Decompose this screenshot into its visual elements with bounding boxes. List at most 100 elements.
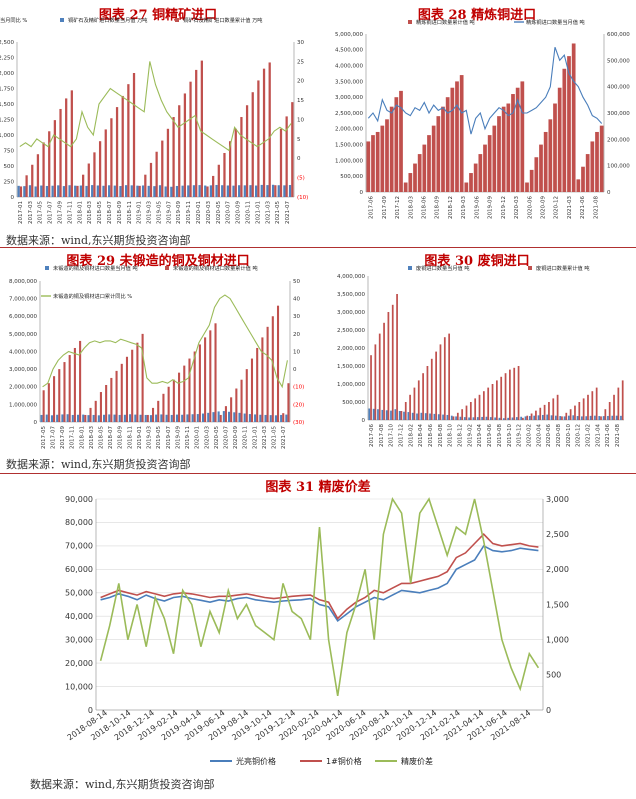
bar bbox=[509, 369, 511, 420]
bar bbox=[478, 394, 481, 420]
y-tick-label-left: 8,000,000 bbox=[9, 279, 37, 285]
bar bbox=[212, 175, 215, 197]
bar bbox=[413, 387, 416, 420]
bar bbox=[496, 380, 498, 420]
x-tick-label: 2019-04 bbox=[477, 424, 483, 447]
x-tick-label: 2021-07 bbox=[285, 201, 291, 224]
bar bbox=[274, 185, 277, 197]
x-tick-label: 2018-10 bbox=[448, 424, 454, 447]
bar bbox=[585, 154, 590, 192]
y-tick-label-left: 90,000 bbox=[65, 495, 93, 504]
x-tick-label: 2018-05 bbox=[99, 426, 105, 449]
bar bbox=[366, 141, 371, 192]
bar bbox=[50, 415, 54, 422]
y-tick-label-left: 70,000 bbox=[65, 542, 93, 551]
x-tick-label: 2020-03 bbox=[206, 201, 212, 224]
bar bbox=[141, 185, 145, 197]
y-tick-label-left: 6,000,000 bbox=[9, 314, 37, 320]
chart-fig31: 0 10,000 20,000 30,000 40,000 50,000 60,000 70,… bbox=[65, 495, 569, 766]
x-tick-label: 2017-05 bbox=[38, 201, 44, 224]
bar bbox=[240, 117, 243, 197]
x-tick-label: 2021-03 bbox=[265, 201, 271, 224]
bar bbox=[492, 125, 497, 192]
series-line bbox=[100, 544, 539, 623]
bar bbox=[250, 358, 254, 422]
bar bbox=[381, 409, 384, 420]
legend-label: 未锻造的铜及铜材进口数量当月值 吨 bbox=[53, 264, 138, 272]
bar bbox=[118, 414, 121, 422]
bar bbox=[426, 366, 429, 420]
bar bbox=[196, 414, 199, 422]
bar bbox=[385, 410, 388, 420]
x-tick-label: 2019-09 bbox=[175, 426, 181, 449]
x-tick-label: 2020-08 bbox=[556, 424, 562, 447]
bar bbox=[155, 414, 158, 422]
bar bbox=[66, 414, 69, 422]
bar bbox=[188, 358, 191, 422]
bar bbox=[45, 414, 48, 422]
bar bbox=[89, 407, 92, 422]
bar bbox=[396, 294, 398, 420]
bar bbox=[497, 116, 501, 192]
x-tick-label: 2019-06 bbox=[474, 196, 480, 219]
bar bbox=[556, 394, 559, 420]
bar bbox=[427, 135, 431, 192]
legend-swatch bbox=[60, 18, 64, 22]
bar bbox=[436, 116, 441, 192]
bar bbox=[164, 186, 167, 197]
bar bbox=[511, 417, 514, 420]
y-tick-label-right: 5 bbox=[297, 137, 301, 143]
bar bbox=[249, 185, 252, 197]
x-tick-label: 2021-07 bbox=[281, 426, 287, 449]
bar bbox=[498, 417, 501, 420]
bar bbox=[110, 377, 113, 422]
bar bbox=[424, 413, 427, 420]
x-tick-label: 2019-10 bbox=[507, 424, 513, 447]
y-tick-label-right: 1,500 bbox=[546, 600, 569, 609]
bar bbox=[261, 337, 264, 422]
x-tick-label: 2020-12 bbox=[576, 424, 582, 447]
x-tick-label: 2019-07 bbox=[166, 426, 172, 449]
bar bbox=[195, 69, 198, 197]
bar bbox=[260, 184, 263, 197]
bar bbox=[215, 184, 218, 197]
bar bbox=[602, 416, 605, 420]
x-tick-label: 2017-09 bbox=[60, 426, 66, 449]
bar bbox=[31, 164, 34, 197]
x-tick-label: 2020-11 bbox=[243, 426, 249, 449]
bar bbox=[403, 182, 408, 192]
y-tick-label-right: 20 bbox=[297, 79, 304, 85]
bar bbox=[76, 414, 80, 422]
x-tick-label: 2020-03 bbox=[204, 426, 210, 449]
bar bbox=[535, 410, 537, 420]
legend-label: 精炼铜进口数量累计值 吨 bbox=[416, 18, 475, 26]
x-tick-label: 2019-08 bbox=[497, 424, 503, 447]
bar bbox=[276, 305, 280, 422]
bar bbox=[599, 125, 604, 192]
bar bbox=[500, 376, 503, 420]
bar bbox=[528, 416, 531, 420]
bar bbox=[585, 416, 588, 420]
y-tick-label-left: 500,000 bbox=[342, 400, 365, 406]
bar bbox=[40, 414, 43, 422]
bar bbox=[192, 185, 196, 197]
bar bbox=[160, 414, 163, 422]
bar bbox=[149, 162, 153, 197]
bar bbox=[222, 411, 225, 422]
bar bbox=[411, 412, 414, 420]
bar bbox=[108, 414, 111, 422]
bar bbox=[204, 337, 207, 422]
bar bbox=[42, 142, 45, 197]
bar bbox=[223, 152, 226, 197]
y-tick-label-right: 500,000 bbox=[607, 58, 630, 64]
x-tick-label: 2018-12 bbox=[448, 196, 454, 219]
bar bbox=[271, 184, 275, 197]
bar bbox=[181, 185, 184, 197]
y-tick-label-left: 3,500,000 bbox=[335, 79, 363, 85]
bar bbox=[110, 118, 113, 197]
x-tick-label: 2019-12 bbox=[501, 196, 507, 219]
x-tick-label: 2020-07 bbox=[224, 426, 230, 449]
bar bbox=[102, 185, 105, 197]
x-tick-label: 2021-01 bbox=[255, 201, 261, 224]
bar bbox=[572, 415, 575, 420]
